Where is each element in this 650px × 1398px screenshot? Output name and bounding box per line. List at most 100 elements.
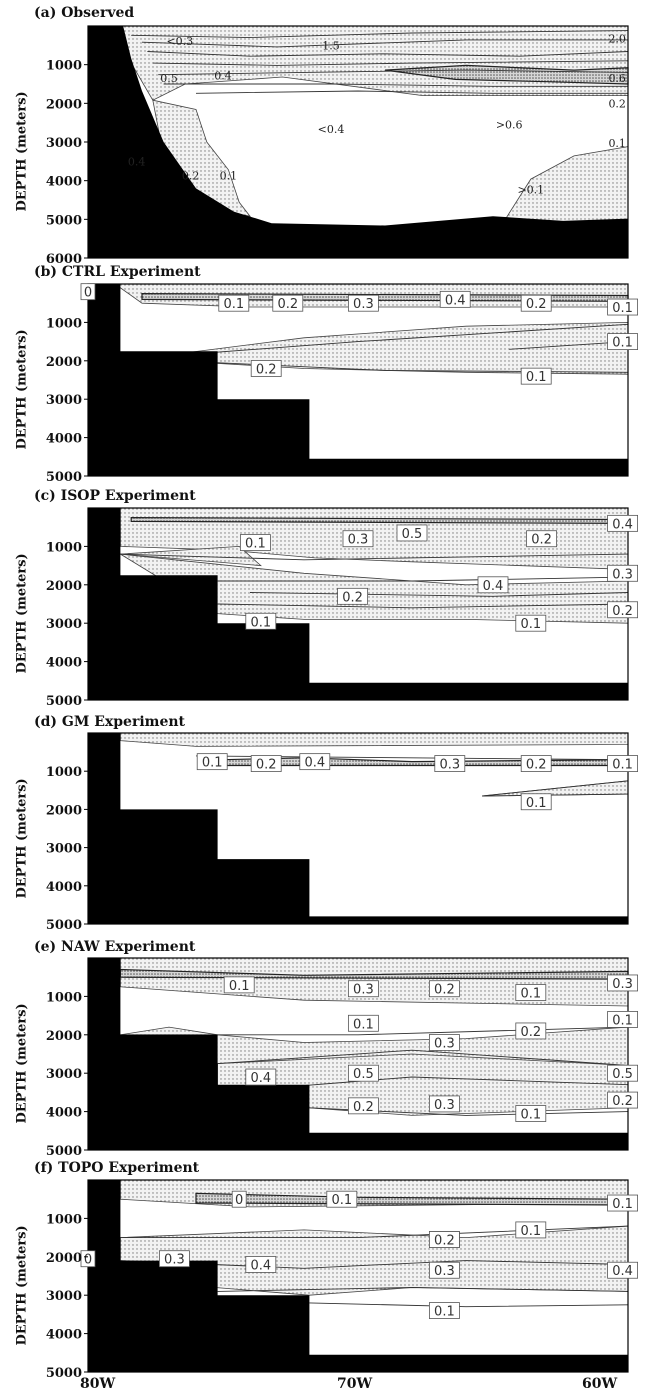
contour-label-c-5: 0.3 — [607, 564, 638, 582]
svg-text:0.5: 0.5 — [612, 1067, 633, 1082]
svg-text:0.1: 0.1 — [520, 1108, 541, 1123]
svg-text:0.1: 0.1 — [612, 758, 633, 773]
contour-label-e-3: 0.1 — [515, 984, 547, 1002]
contour-label-f-10: 0.1 — [428, 1302, 460, 1320]
y-ticks-c: 1000 2000 3000 4000 5000 — [46, 540, 88, 709]
y-tick-c-3000: 3000 — [46, 617, 82, 632]
svg-text:0.2: 0.2 — [526, 297, 547, 312]
contour-label-f-1: 0.1 — [326, 1190, 358, 1208]
svg-text:0.1: 0.1 — [331, 1193, 352, 1208]
contour-label-b-8: 0.1 — [520, 367, 552, 385]
contour-label-d-1: 0.2 — [250, 755, 282, 773]
contour-label-a-6: 0.2 — [608, 98, 626, 111]
panel-title-f: (f) TOPO Experiment — [34, 1160, 200, 1176]
y-ticks-f: 1000 2000 3000 4000 5000 — [46, 1212, 88, 1381]
contour-label-b-7: 0.2 — [250, 360, 282, 377]
contour-label-c-9: 0.1 — [515, 614, 547, 632]
contour-label-c-1: 0.3 — [342, 530, 374, 548]
y-tick-a-1000: 1000 — [46, 59, 82, 74]
contour-line-a-4 — [158, 69, 629, 76]
contour-panel-a: <0.3 1.5 2.0 0.5 0.4 0.6 0.2 <0.4 >0.6 0.1 0.4 0.2 0… — [87, 25, 629, 259]
contour-label-c-8: 0.1 — [245, 612, 277, 630]
svg-text:0.2: 0.2 — [342, 590, 363, 605]
svg-text:0.3: 0.3 — [353, 297, 374, 312]
panel-title-e: (e) NAW Experiment — [34, 939, 196, 955]
contour-line-b-0 — [152, 323, 629, 358]
svg-text:0.3: 0.3 — [434, 1098, 455, 1113]
panel-title-d: (d) GM Experiment — [34, 714, 186, 730]
y-tick-d-1000: 1000 — [46, 765, 82, 780]
y-tick-e-3000: 3000 — [46, 1067, 82, 1082]
svg-text:0.4: 0.4 — [612, 517, 633, 532]
svg-text:0.2: 0.2 — [612, 604, 633, 619]
contour-label-a-0: <0.3 — [166, 35, 193, 48]
contour-label-a-5: 0.6 — [608, 72, 626, 85]
plot-frame-d — [87, 732, 629, 925]
svg-text:0.3: 0.3 — [612, 567, 633, 582]
svg-text:0.1: 0.1 — [526, 370, 547, 385]
svg-text:0.1: 0.1 — [229, 979, 250, 994]
svg-text:0.1: 0.1 — [520, 1224, 541, 1239]
bathymetry-b — [88, 284, 628, 476]
y-ticks-a: 1000 2000 3000 4000 5000 6000 — [46, 59, 88, 267]
svg-text:0.5: 0.5 — [402, 527, 423, 542]
contour-label-c-6: 0.4 — [607, 514, 638, 532]
contour-panel-f: 00.10.20.10.10.20.30.40.40.30.10 — [80, 1179, 638, 1373]
y-tick-b-2000: 2000 — [46, 355, 82, 370]
contour-label-e-14: 0.1 — [515, 1105, 547, 1123]
svg-text:0.4: 0.4 — [214, 70, 232, 83]
svg-text:0.1: 0.1 — [250, 615, 271, 630]
svg-text:0.3: 0.3 — [434, 1036, 455, 1051]
svg-text:0.2: 0.2 — [182, 169, 200, 182]
contour-label-e-2: 0.2 — [428, 980, 460, 998]
contour-label-f-4: 0.1 — [607, 1194, 638, 1212]
contour-label-e-13: 0.2 — [607, 1091, 638, 1109]
contour-label-a-2: 2.0 — [608, 33, 626, 46]
y-tick-c-4000: 4000 — [46, 656, 82, 671]
svg-text:0.6: 0.6 — [608, 72, 626, 85]
contour-label-c-3: 0.2 — [526, 530, 558, 548]
contour-panel-d: 0.1 0.2 0.4 0.3 0.2 0.1 0.1 — [87, 732, 638, 925]
y-ticks-e: 1000 2000 3000 4000 5000 — [46, 990, 88, 1159]
contour-label-d-0: 0.1 — [196, 753, 228, 771]
contour-label-d-6: 0.1 — [520, 793, 552, 811]
contour-label-e-9: 0.4 — [245, 1068, 277, 1086]
y-tick-b-1000: 1000 — [46, 316, 82, 331]
contour-label-a-7: <0.4 — [318, 123, 345, 136]
svg-text:0.1: 0.1 — [520, 987, 541, 1002]
y-tick-c-1000: 1000 — [46, 540, 82, 555]
svg-text:0.3: 0.3 — [164, 1253, 185, 1268]
contour-label-a-1: 1.5 — [322, 40, 340, 53]
contour-label-c-2: 0.5 — [396, 524, 428, 542]
contour-label-f-3: 0.1 — [515, 1221, 547, 1239]
y-tick-e-1000: 1000 — [46, 990, 82, 1005]
y-tick-d-2000: 2000 — [46, 803, 82, 818]
y-tick-a-2000: 2000 — [46, 97, 82, 112]
contour-label-a-8: >0.6 — [496, 118, 523, 131]
svg-text:0.1: 0.1 — [220, 169, 238, 182]
y-tick-f-4000: 4000 — [46, 1328, 82, 1343]
svg-text:0.2: 0.2 — [256, 758, 277, 773]
svg-text:0.2: 0.2 — [434, 1234, 455, 1249]
bathymetry-a — [88, 26, 628, 258]
y-tick-d-3000: 3000 — [46, 842, 82, 857]
contour-label-c-0: 0.1 — [239, 534, 271, 552]
y-ticks-d: 1000 2000 3000 4000 5000 — [46, 765, 88, 933]
svg-text:0.4: 0.4 — [612, 1264, 633, 1279]
svg-text:2.0: 2.0 — [608, 33, 626, 46]
contour-label-a-12: 0.1 — [220, 169, 238, 182]
svg-text:0.4: 0.4 — [445, 293, 466, 308]
contour-label-d-2: 0.4 — [299, 753, 331, 771]
contour-label-e-4: 0.3 — [607, 974, 638, 992]
y-tick-e-5000: 5000 — [46, 1144, 82, 1159]
y-tick-b-4000: 4000 — [46, 432, 82, 447]
contour-label-b-1: 0.1 — [218, 294, 250, 312]
svg-text:0.2: 0.2 — [277, 297, 298, 312]
svg-text:0.1: 0.1 — [223, 297, 244, 312]
svg-text:>0.6: >0.6 — [496, 118, 523, 131]
contour-label-f-0: 0 — [231, 1190, 247, 1208]
contour-label-f-6: 0.3 — [159, 1250, 190, 1268]
contour-label-f-9: 0.3 — [428, 1261, 460, 1279]
svg-text:0.4: 0.4 — [304, 756, 325, 771]
svg-text:0.2: 0.2 — [434, 983, 455, 998]
